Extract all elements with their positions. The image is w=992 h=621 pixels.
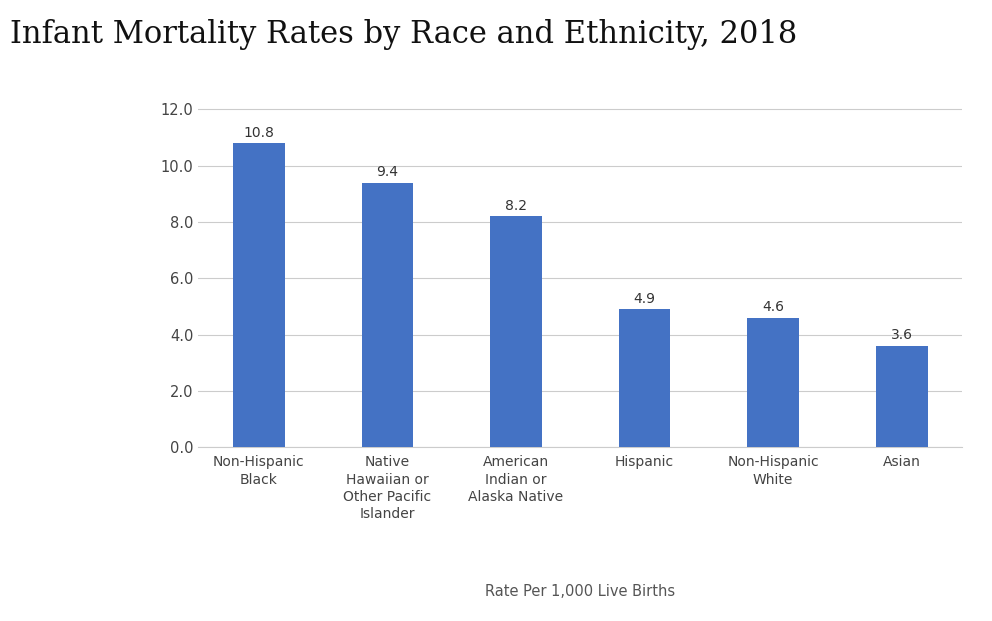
Bar (490, 216, 542, 447)
Bar (233, 143, 285, 447)
Text: 10.8: 10.8 (243, 126, 274, 140)
Text: 4.9: 4.9 (634, 292, 656, 306)
Text: 8.2: 8.2 (505, 199, 527, 213)
Bar (748, 318, 799, 447)
Text: 4.6: 4.6 (762, 301, 785, 314)
Bar (876, 346, 928, 447)
Text: 3.6: 3.6 (891, 329, 913, 342)
Text: 9.4: 9.4 (376, 165, 399, 179)
Bar (362, 183, 413, 447)
Text: Infant Mortality Rates by Race and Ethnicity, 2018: Infant Mortality Rates by Race and Ethni… (10, 19, 798, 50)
Bar (619, 309, 671, 447)
Text: Rate Per 1,000 Live Births: Rate Per 1,000 Live Births (485, 584, 676, 599)
